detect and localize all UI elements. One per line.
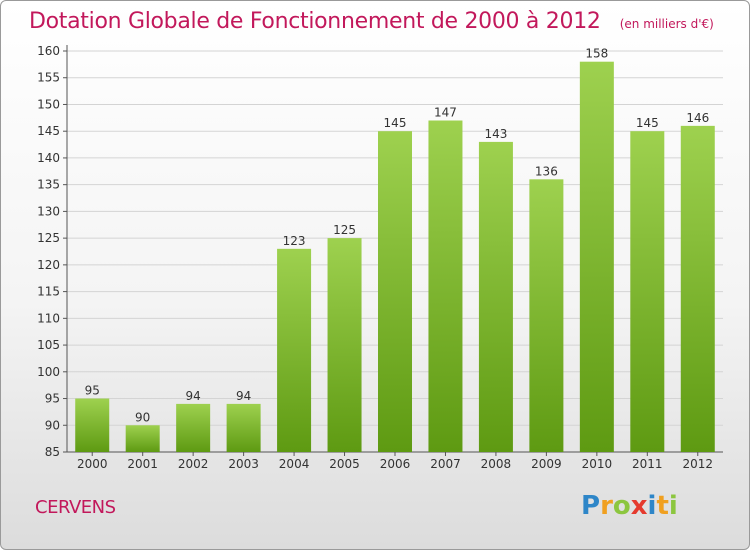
y-tick-label: 110 xyxy=(37,311,60,325)
x-tick-label: 2008 xyxy=(481,457,512,471)
bar-value-label: 95 xyxy=(85,384,100,398)
bar-value-label: 145 xyxy=(636,116,659,130)
x-tick-label: 2001 xyxy=(127,457,158,471)
y-tick-label: 140 xyxy=(37,151,60,165)
y-tick-label: 125 xyxy=(37,231,60,245)
bar-value-label: 143 xyxy=(484,127,507,141)
bar xyxy=(327,238,362,452)
bar-value-label: 125 xyxy=(333,223,356,237)
y-tick-label: 155 xyxy=(37,71,60,85)
bar xyxy=(579,61,614,453)
commune-name: CERVENS xyxy=(35,497,116,518)
y-tick-label: 85 xyxy=(45,445,60,459)
bar xyxy=(478,141,513,453)
bar-value-label: 158 xyxy=(585,47,608,61)
bar xyxy=(277,248,312,452)
x-tick-label: 2006 xyxy=(380,457,411,471)
bar-value-label: 147 xyxy=(434,106,457,120)
x-tick-label: 2012 xyxy=(682,457,713,471)
x-tick-label: 2004 xyxy=(279,457,310,471)
bar xyxy=(176,403,211,452)
bar xyxy=(226,403,261,452)
bar xyxy=(529,179,564,452)
bar xyxy=(75,398,110,452)
x-tick-label: 2009 xyxy=(531,457,562,471)
logo-letter: P xyxy=(581,491,601,521)
logo-letter: o xyxy=(612,491,631,521)
labels: 85 90 95 100 105 110 115 120 125 130 135 140 145 150 1… xyxy=(37,44,713,471)
title-row: Dotation Globale de Fonctionnement de 20… xyxy=(29,9,714,34)
logo-letter: i xyxy=(668,491,678,521)
bar-value-label: 94 xyxy=(236,389,251,403)
y-tick-label: 115 xyxy=(37,285,60,299)
y-tick-label: 135 xyxy=(37,178,60,192)
x-tick-label: 2007 xyxy=(430,457,461,471)
bar xyxy=(428,120,463,453)
bar-value-label: 123 xyxy=(283,234,306,248)
bar-value-label: 90 xyxy=(135,410,150,424)
y-tick-label: 100 xyxy=(37,365,60,379)
y-tick-label: 150 xyxy=(37,97,60,111)
y-tick-label: 145 xyxy=(37,124,60,138)
logo-letter: x xyxy=(630,491,648,521)
logo-letter: r xyxy=(600,491,613,521)
x-tick-label: 2005 xyxy=(329,457,360,471)
proxiti-logo[interactable]: Proxiti xyxy=(581,491,678,521)
logo-letter: t xyxy=(656,491,669,521)
bar-chart: 85 90 95 100 105 110 115 120 125 130 135 140 145 150 1… xyxy=(37,44,723,471)
bar-value-label: 94 xyxy=(186,389,201,403)
y-tick-label: 160 xyxy=(37,44,60,58)
x-tick-label: 2002 xyxy=(178,457,209,471)
bar xyxy=(125,425,160,452)
logo-letter: i xyxy=(647,491,657,521)
x-tick-label: 2010 xyxy=(582,457,613,471)
x-tick-label: 2000 xyxy=(77,457,108,471)
bar-value-label: 136 xyxy=(535,164,558,178)
x-tick-label: 2003 xyxy=(228,457,259,471)
y-tick-label: 130 xyxy=(37,204,60,218)
bars xyxy=(75,61,715,453)
bar-value-label: 146 xyxy=(686,111,709,125)
bar xyxy=(630,131,665,452)
bar-value-label: 145 xyxy=(384,116,407,130)
y-tick-label: 90 xyxy=(45,418,60,432)
y-tick-label: 95 xyxy=(45,392,60,406)
y-tick-label: 105 xyxy=(37,338,60,352)
y-tick-label: 120 xyxy=(37,258,60,272)
chart-subtitle: (en milliers d'€) xyxy=(619,17,714,31)
bar xyxy=(378,131,412,452)
chart-title: Dotation Globale de Fonctionnement de 20… xyxy=(29,9,601,34)
bar xyxy=(680,125,715,452)
x-tick-label: 2011 xyxy=(632,457,663,471)
